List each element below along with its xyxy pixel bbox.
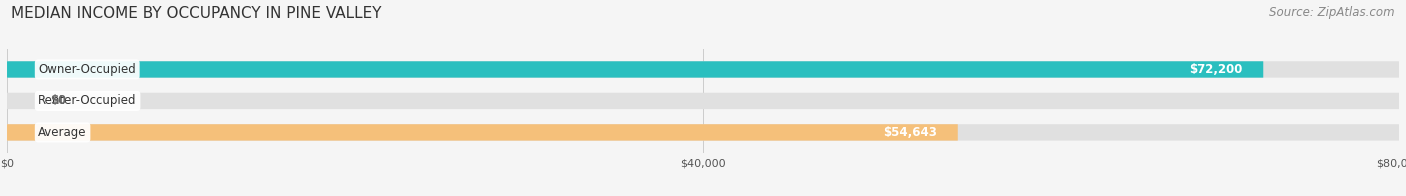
FancyBboxPatch shape (7, 93, 1399, 109)
FancyBboxPatch shape (7, 124, 957, 141)
Text: Source: ZipAtlas.com: Source: ZipAtlas.com (1270, 6, 1395, 19)
Text: Owner-Occupied: Owner-Occupied (38, 63, 136, 76)
Text: Renter-Occupied: Renter-Occupied (38, 94, 136, 107)
Text: $72,200: $72,200 (1189, 63, 1243, 76)
Text: MEDIAN INCOME BY OCCUPANCY IN PINE VALLEY: MEDIAN INCOME BY OCCUPANCY IN PINE VALLE… (11, 6, 382, 21)
Text: Average: Average (38, 126, 87, 139)
FancyBboxPatch shape (7, 124, 1399, 141)
FancyBboxPatch shape (7, 61, 1263, 78)
Text: $0: $0 (51, 94, 66, 107)
FancyBboxPatch shape (7, 61, 1399, 78)
Text: $54,643: $54,643 (883, 126, 936, 139)
